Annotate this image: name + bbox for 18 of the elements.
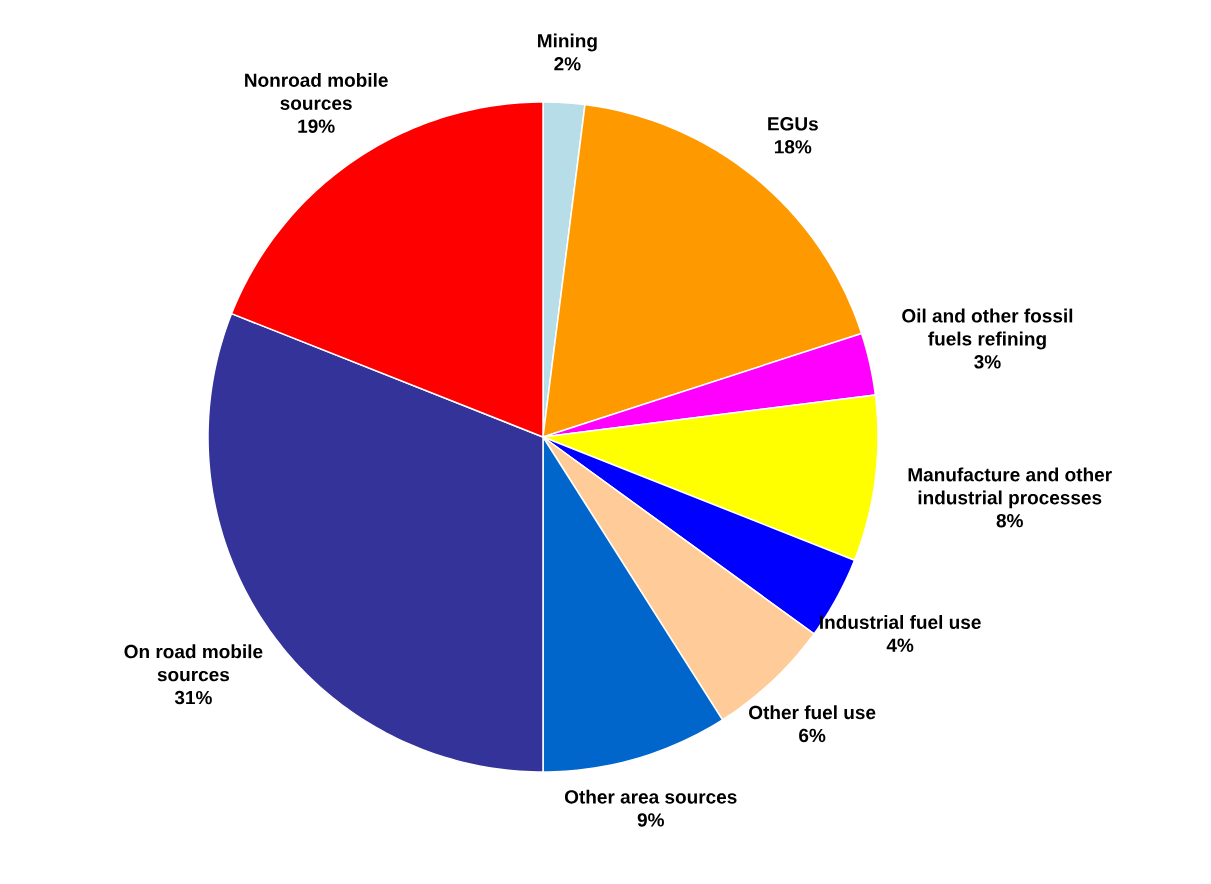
slice-label: Other area sources [564,789,737,804]
data-label: 6% [799,728,826,743]
slice-label: Oil and other fossil fuels refining [902,308,1073,350]
data-label: 18% [774,140,812,154]
data-label: 31% [174,690,212,705]
slice-label: EGUs [768,117,818,131]
data-label: 9% [637,813,664,827]
data-label: 19% [298,119,335,133]
slice-label: Mining [538,33,597,52]
data-label: 8% [996,513,1023,528]
data-label: 2% [554,57,581,71]
slice-label: Industrial fuel use [820,615,981,629]
slice-label: Other fuel use [749,705,876,720]
data-label: 3% [974,355,1001,369]
data-label: 4% [886,638,914,652]
slice-label: Nonroad mobile sources [245,72,388,110]
slice-label: On road mobile sources [124,644,263,682]
slice-label: Manufacture and other industrial processes [908,467,1112,509]
